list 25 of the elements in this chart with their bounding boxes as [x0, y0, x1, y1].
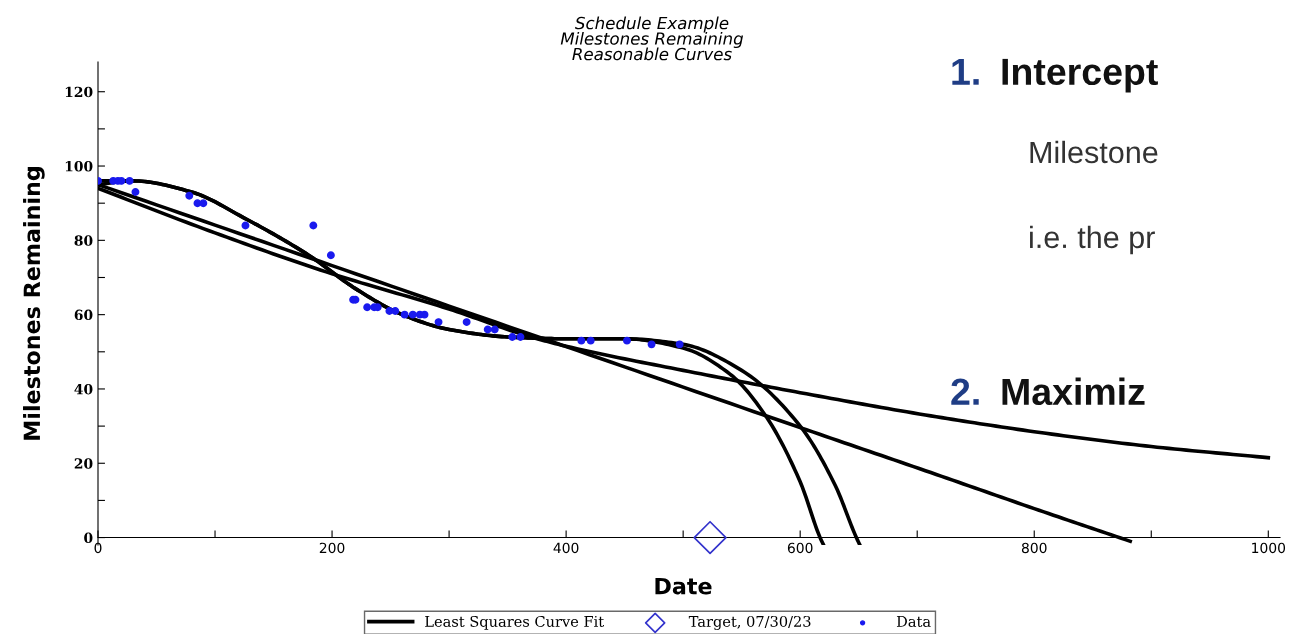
y-tick-label: 120 — [65, 86, 93, 98]
y-tick-label: 60 — [74, 309, 93, 321]
legend-label: Data — [896, 616, 931, 627]
annotation: Maximiz — [1002, 377, 1145, 406]
annotation: Intercept — [1002, 58, 1158, 93]
annotation: i.e. the pr — [1030, 225, 1155, 255]
x-tick-label: 200 — [319, 542, 345, 554]
annotation: Milestone — [1030, 140, 1158, 164]
legend-label: Target, 07/30/23 — [688, 615, 811, 630]
y-tick-label: 100 — [65, 161, 93, 172]
legend-label: Least Squares Curve Fit — [425, 615, 605, 630]
y-tick-label: 0 — [84, 532, 93, 544]
annotation: 1. — [952, 58, 979, 85]
x-tick-label: 400 — [553, 542, 579, 554]
x-axis-title: Date — [655, 577, 712, 595]
x-tick-label: 0 — [94, 542, 102, 554]
y-tick-label: 20 — [74, 458, 93, 469]
y-axis-title: Milestones Remaining — [23, 167, 45, 440]
x-tick-label: 800 — [1021, 542, 1047, 554]
y-tick-label: 40 — [74, 383, 93, 395]
x-tick-label: 1000 — [1252, 542, 1286, 554]
x-tick-label: 600 — [787, 542, 813, 554]
y-tick-label: 80 — [74, 235, 93, 246]
annotation: 2. — [951, 378, 979, 405]
chart-title: Schedule Example Milestones Remaining Reasonable Curves — [560, 16, 744, 61]
